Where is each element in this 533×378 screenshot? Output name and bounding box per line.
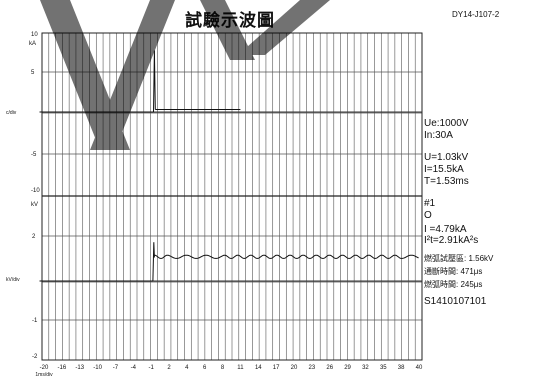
result-line: O (424, 210, 432, 221)
current-trace-peak (153, 50, 156, 113)
result-line: I =4.79kA (424, 224, 467, 235)
result-line: I=15.5kA (424, 164, 464, 175)
voltage-trace-steady (154, 254, 419, 259)
x-tick-label: -16 (58, 365, 67, 371)
y-tick-label-upper: 10 (31, 32, 38, 38)
x-tick-label: 8 (221, 365, 225, 371)
y-tick-label-upper: -10 (31, 188, 40, 194)
x-tick-label: 6 (203, 365, 207, 371)
result-line: 燃弧試壓區: 1.56kV (424, 254, 494, 263)
y-unit-label-lower: kV (31, 202, 38, 208)
result-line: T=1.53ms (424, 176, 469, 187)
x-unit-label: 1ms/div (35, 372, 53, 378)
result-line: U=1.03kV (424, 152, 469, 163)
x-tick-label: 20 (291, 365, 298, 371)
x-tick-label: 40 (416, 365, 423, 371)
x-tick-label: 29 (344, 365, 351, 371)
result-line: In:30A (424, 130, 453, 141)
x-tick-label: 11 (237, 365, 244, 371)
x-tick-label: -20 (40, 365, 49, 371)
x-tick-label: 32 (362, 365, 369, 371)
result-line: 燃弧時間: 245μs (424, 280, 483, 289)
y-unit-label-upper: kA (29, 41, 36, 47)
x-tick-label: 17 (273, 365, 280, 371)
result-line: S1410107101 (424, 296, 487, 307)
y-div-label-lower: kV/div (6, 277, 20, 283)
x-tick-label: 2 (167, 365, 171, 371)
x-tick-label: -1 (148, 365, 154, 371)
y-tick-label-upper: 5 (31, 70, 35, 76)
result-line: I²t=2.91kA²s (424, 235, 479, 246)
x-tick-label: 35 (380, 365, 387, 371)
document-id: DY14-J107-2 (452, 10, 500, 19)
x-tick-label: 26 (326, 365, 333, 371)
result-line: #1 (424, 198, 436, 209)
x-tick-label: 14 (255, 365, 262, 371)
y-tick-label-lower: -2 (32, 354, 38, 360)
x-tick-label: -10 (93, 365, 102, 371)
x-tick-label: 4 (185, 365, 189, 371)
x-tick-label: 23 (309, 365, 316, 371)
y-div-label-upper: c/div (6, 110, 17, 116)
y-tick-label-lower: -1 (32, 318, 38, 324)
x-tick-label: -7 (113, 365, 119, 371)
y-tick-label-upper: -5 (31, 152, 37, 158)
y-tick-label-lower: 2 (32, 234, 36, 240)
result-line: 通斷時間: 471μs (424, 267, 483, 276)
x-tick-label: -4 (131, 365, 137, 371)
x-tick-label: -13 (75, 365, 84, 371)
x-tick-label: 38 (398, 365, 405, 371)
voltage-trace-rise (152, 242, 155, 282)
result-line: Ue:1000V (424, 118, 469, 129)
